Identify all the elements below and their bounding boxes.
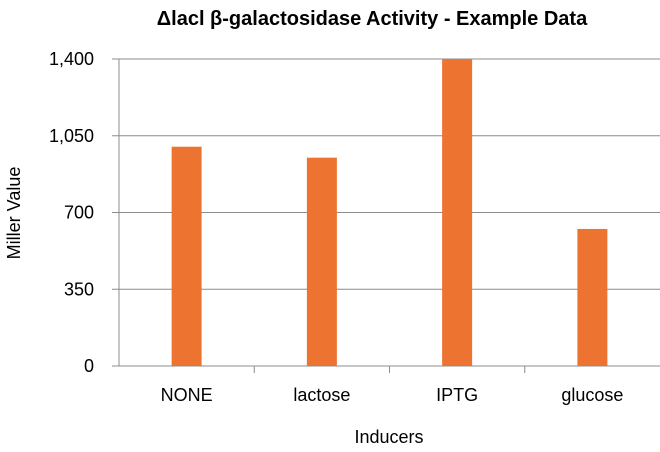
x-tick-label: IPTG bbox=[436, 385, 478, 405]
y-tick-label: 700 bbox=[64, 203, 94, 223]
x-tick-labels: NONE lactose IPTG glucose bbox=[161, 385, 624, 405]
bar-NONE bbox=[171, 146, 202, 366]
y-tick-label: 0 bbox=[84, 356, 94, 376]
axes bbox=[112, 58, 660, 373]
x-axis-label: Inducers bbox=[354, 427, 423, 447]
chart-title: Δlacl β-galactosidase Activity - Example… bbox=[157, 8, 588, 30]
y-tick-label: 1,400 bbox=[49, 49, 94, 69]
x-tick-label: glucose bbox=[561, 385, 623, 405]
bars bbox=[171, 59, 608, 366]
y-tick-labels: 0 350 700 1,050 1,400 bbox=[49, 49, 94, 376]
bar-glucose bbox=[577, 228, 608, 366]
bar-IPTG bbox=[442, 59, 473, 366]
y-axis-label: Miller Value bbox=[4, 167, 24, 260]
x-tick-label: NONE bbox=[161, 385, 213, 405]
y-tick-label: 350 bbox=[64, 279, 94, 299]
x-tick-label: lactose bbox=[293, 385, 350, 405]
gridlines bbox=[119, 58, 660, 290]
bar-lactose bbox=[306, 157, 337, 366]
y-tick-label: 1,050 bbox=[49, 126, 94, 146]
